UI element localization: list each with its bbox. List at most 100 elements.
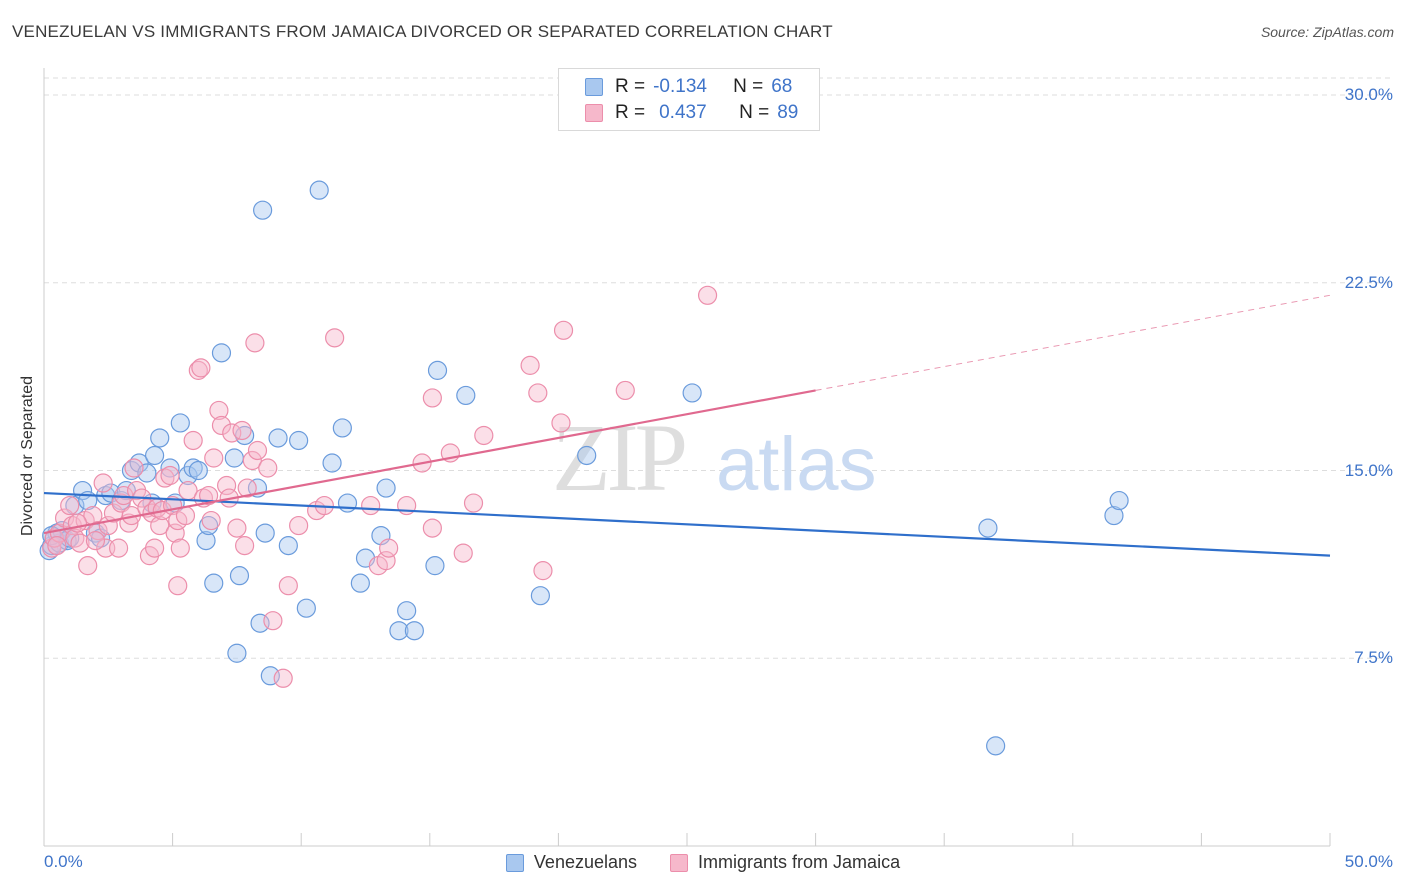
venezuelans-point	[199, 515, 219, 536]
venezuelans-point	[253, 200, 273, 220]
venezuelans-trend-line	[43, 491, 1331, 557]
jamaica-swatch	[585, 104, 603, 122]
jamaica-point	[247, 440, 268, 461]
venezuelans-point	[229, 566, 250, 586]
jamaica-point	[54, 508, 75, 528]
venezuelans-point	[1104, 505, 1124, 526]
jamaica-point	[289, 515, 309, 536]
jamaica-point	[60, 495, 80, 516]
venezuelans-point	[137, 463, 157, 483]
jamaica-point	[422, 518, 442, 538]
chart-title: VENEZUELAN VS IMMIGRANTS FROM JAMAICA DI…	[12, 22, 833, 41]
jamaica-point	[379, 538, 399, 558]
venezuelans-swatch	[505, 853, 524, 872]
jamaica-point	[551, 413, 571, 433]
jamaica-point	[273, 668, 293, 688]
legend-n-label: N =	[739, 102, 770, 123]
jamaica-point	[245, 333, 265, 353]
jamaica-point	[191, 358, 211, 378]
venezuelans-point	[268, 428, 288, 448]
legend-r-label: R =	[615, 76, 646, 97]
legend-item-jamaica: Immigrants from Jamaica	[670, 852, 900, 873]
venezuelans-swatch	[585, 78, 603, 96]
venezuelans-point	[309, 180, 329, 200]
jamaica-point	[150, 515, 170, 536]
jamaica-point	[463, 493, 484, 513]
venezuelans-point	[211, 343, 232, 363]
jamaica-point	[361, 495, 381, 516]
jamaica-point	[325, 328, 345, 348]
jamaica-point	[453, 543, 473, 563]
legend-item-venezuelans: Venezuelans	[505, 852, 638, 873]
jamaica-point	[155, 468, 175, 488]
y-tick-label: 7.5%	[1354, 648, 1393, 668]
legend-n-value: 89	[777, 102, 799, 123]
jamaica-point	[553, 320, 574, 340]
jamaica-point	[165, 523, 185, 543]
venezuelans-point	[278, 536, 298, 556]
axes	[43, 68, 1331, 847]
venezuelans-point	[682, 383, 702, 403]
jamaica-point	[242, 450, 262, 471]
jamaica-point	[108, 538, 129, 558]
venezuelans-point	[376, 478, 396, 498]
venezuelans-point	[986, 736, 1006, 756]
venezuelans-point	[322, 453, 342, 473]
jamaica-point	[520, 355, 540, 375]
jamaica-point	[70, 533, 90, 553]
legend-r-label: R =	[615, 102, 646, 123]
legend-row-venezuelans: R = -0.134 N = 68	[585, 75, 792, 99]
venezuelans-point	[978, 518, 998, 538]
venezuelans-point	[227, 643, 247, 663]
watermark-atlas: atlas	[716, 422, 877, 507]
jamaica-point	[263, 611, 283, 631]
legend-label-venezuelans: Venezuelans	[533, 852, 638, 872]
jamaica-point	[615, 380, 635, 401]
trend-lines	[43, 294, 1331, 557]
x-tick-min: 0.0%	[44, 852, 83, 871]
venezuelans-point	[350, 573, 370, 593]
y-axis-label: Divorced or Separated	[19, 375, 36, 537]
source-label: Source: ZipAtlas.com	[1260, 24, 1394, 40]
venezuelans-point	[397, 601, 417, 621]
venezuelans-point	[116, 480, 136, 501]
jamaica-point	[237, 478, 257, 498]
jamaica-point	[235, 536, 255, 556]
jamaica-point	[211, 415, 232, 436]
jamaica-point	[175, 505, 196, 526]
jamaica-point	[376, 551, 396, 571]
jamaica-point	[697, 285, 718, 305]
jamaica-point	[528, 383, 548, 403]
venezuelans-point	[577, 445, 597, 466]
venezuelans-point	[456, 385, 476, 406]
jamaica-point	[209, 400, 229, 421]
jamaica-point	[93, 473, 113, 493]
jamaica-point	[144, 538, 165, 558]
jamaica-point	[422, 388, 442, 408]
legend-r-value: 0.437	[659, 102, 707, 123]
venezuelans-point	[150, 428, 170, 448]
y-tick-label: 30.0%	[1344, 85, 1393, 105]
watermark-zip: ZIP	[552, 404, 685, 511]
jamaica-point	[111, 493, 131, 513]
watermark: ZIP atlas	[552, 404, 877, 511]
jamaica-point	[183, 430, 203, 451]
venezuelans-point	[425, 556, 445, 576]
jamaica-point	[47, 536, 67, 556]
y-tick-label: 15.0%	[1344, 460, 1393, 480]
venezuelans-point	[404, 621, 424, 641]
jamaica-point	[204, 448, 224, 468]
legend: R = -0.134 N = 68 R = 0.437 N = 89	[558, 68, 820, 131]
jamaica-point	[278, 576, 298, 596]
venezuelans-point	[389, 621, 409, 641]
jamaica-point	[160, 465, 180, 486]
venezuelans-point	[224, 448, 244, 468]
venezuelans-point	[144, 445, 165, 466]
venezuelans-point	[204, 573, 224, 593]
venezuelans-point	[170, 413, 190, 433]
venezuelans-point	[188, 460, 208, 481]
venezuelans-point	[160, 458, 180, 478]
venezuelans-points	[39, 180, 1129, 756]
legend-n-value: 68	[771, 76, 793, 97]
